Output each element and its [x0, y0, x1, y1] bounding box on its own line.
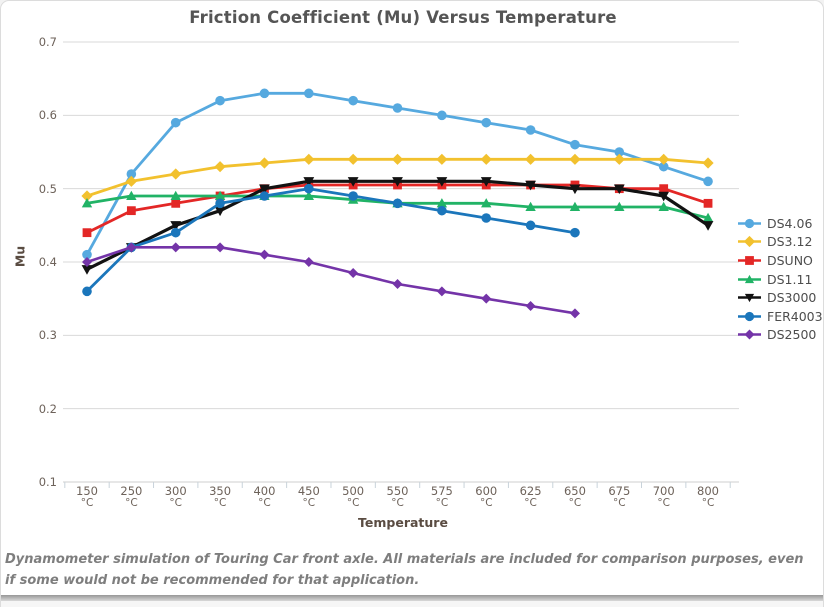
legend-swatch-icon [738, 274, 761, 283]
legend: DS4.06 DS3.12 DSUNO DS1.11 DS3000 FER400… [737, 214, 823, 344]
x-tick-label: 250 °C [120, 484, 143, 509]
x-tick-label: 800 °C [697, 484, 719, 509]
chart-title: Friction Coefficient (Mu) Versus Tempera… [189, 8, 617, 27]
legend-label: DS2500 [767, 327, 817, 343]
y-tick-label: 0.6 [38, 108, 57, 123]
x-tick-label: 625 °C [519, 484, 542, 509]
y-tick-label: 0.2 [38, 401, 57, 416]
x-tick-label: 700 °C [652, 484, 675, 509]
legend-item-ds111[interactable]: DS1.11 [737, 270, 823, 289]
legend-swatch-icon [738, 294, 761, 303]
legend-item-fer4003[interactable]: FER4003 [737, 307, 823, 326]
legend-swatch-icon [738, 311, 761, 321]
legend-label: DS3000 [767, 290, 817, 306]
legend-label: DS1.11 [767, 271, 813, 287]
x-tick-label: 550 °C [386, 484, 409, 509]
y-tick-label: 0.4 [38, 255, 57, 269]
legend-label: DS4.06 [767, 215, 813, 231]
legend-item-ds3000[interactable]: DS3000 [737, 288, 823, 307]
legend-label: DSUNO [767, 252, 813, 268]
legend-label: DS3.12 [767, 234, 813, 250]
x-tick-label: 150 °C [76, 484, 98, 509]
x-tick-label: 300 °C [164, 484, 187, 509]
bottom-divider [1, 595, 823, 601]
x-tick-label: 400 °C [253, 484, 276, 509]
x-tick-label: 675 °C [608, 484, 631, 509]
legend-item-ds2500[interactable]: DS2500 [737, 326, 823, 345]
y-tick-label: 0.5 [38, 181, 57, 196]
x-axis-title: Temperature [358, 515, 448, 530]
legend-item-ds406[interactable]: DS4.06 [737, 214, 823, 233]
legend-swatch-icon [738, 218, 761, 228]
caption: Dynamometer simulation of Touring Car fr… [5, 552, 804, 588]
legend-item-dsuno[interactable]: DSUNO [737, 251, 823, 270]
legend-item-ds312[interactable]: DS3.12 [737, 233, 823, 252]
x-tick-label: 575 °C [430, 484, 453, 509]
legend-swatch-icon [738, 329, 761, 340]
below-divider-area [1, 601, 823, 607]
y-tick-label: 0.7 [38, 35, 57, 49]
x-tick-label: 350 °C [209, 484, 232, 509]
plot-area [63, 41, 739, 488]
y-tick-label: 0.1 [38, 475, 57, 489]
x-tick-label: 650 °C [563, 484, 586, 509]
y-tick-label: 0.3 [38, 328, 57, 343]
x-tick-label: 450 °C [297, 484, 320, 509]
legend-label: FER4003 [767, 308, 823, 324]
x-tick-label: 500 °C [342, 484, 365, 509]
legend-swatch-icon [738, 236, 761, 248]
x-tick-label: 600 °C [475, 484, 498, 509]
legend-swatch-icon [738, 256, 761, 265]
